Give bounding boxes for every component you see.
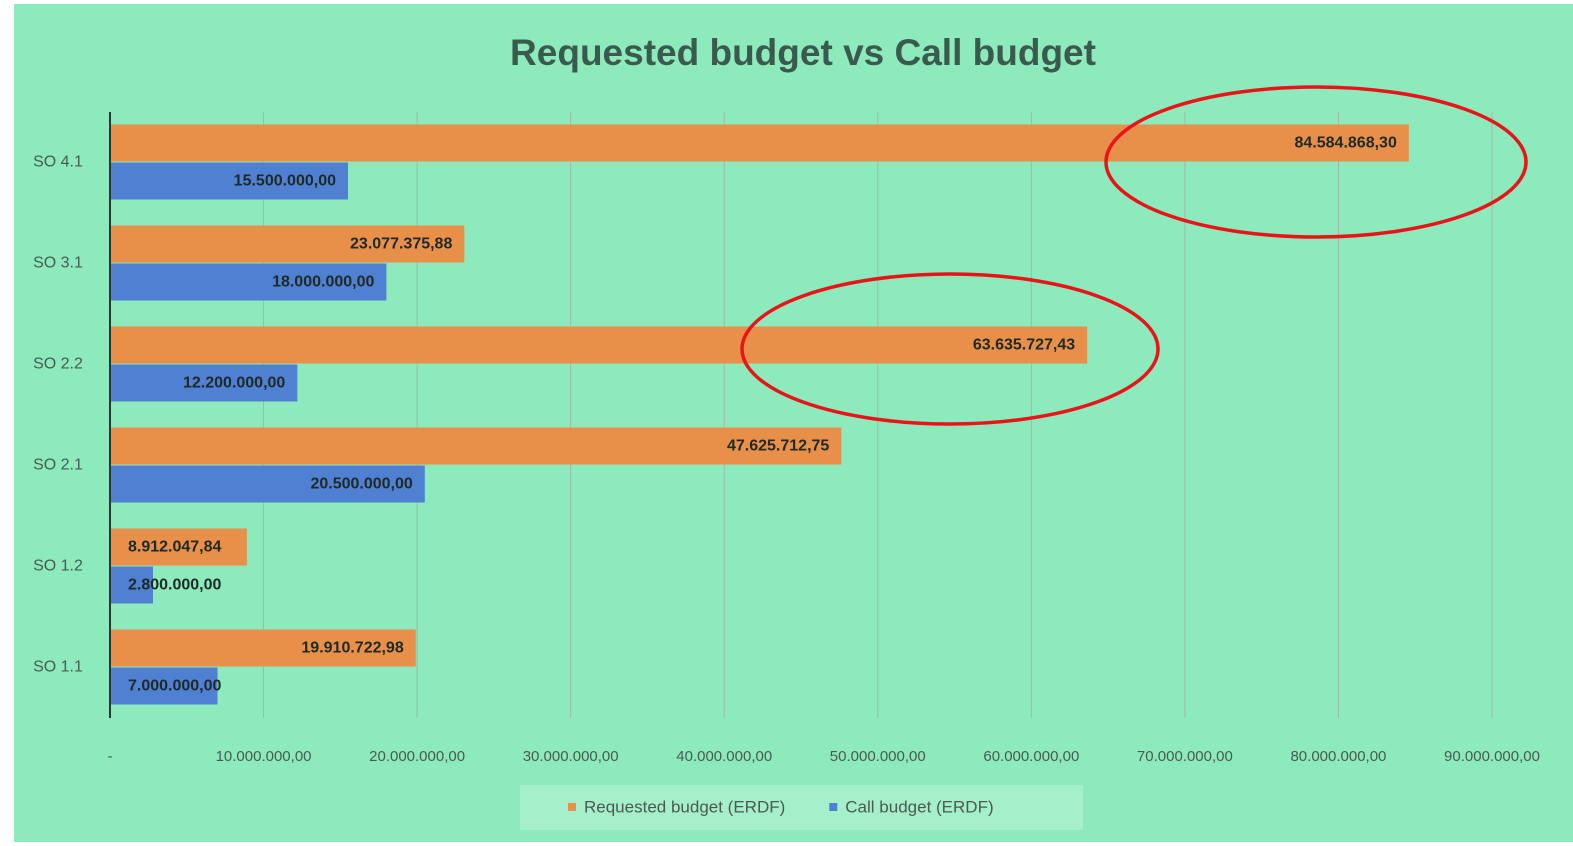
bar [110, 162, 349, 200]
category-label: SO 1.1 [33, 659, 83, 676]
bar [110, 528, 247, 566]
bar [110, 263, 387, 301]
data-label: 15.500.000,00 [234, 173, 336, 190]
data-label: 18.000.000,00 [272, 274, 374, 291]
x-tick-label: 80.000.000,00 [1290, 748, 1386, 765]
legend-label: Call budget (ERDF) [845, 797, 993, 816]
bar [110, 566, 153, 604]
x-tick-label: 70.000.000,00 [1137, 748, 1233, 765]
data-label: 7.000.000,00 [128, 678, 222, 695]
x-tick-label: 20.000.000,00 [369, 748, 465, 765]
category-label: SO 2.1 [33, 457, 83, 474]
category-label: SO 1.2 [33, 558, 83, 575]
bar [110, 629, 416, 667]
data-label: 12.200.000,00 [183, 375, 285, 392]
x-tick-label: 30.000.000,00 [523, 748, 619, 765]
x-tick-label: 50.000.000,00 [830, 748, 926, 765]
bar [110, 667, 218, 705]
category-label: SO 2.2 [33, 356, 83, 373]
x-tick-label: 60.000.000,00 [983, 748, 1079, 765]
highlight-ellipse [1104, 85, 1528, 239]
x-tick-label: - [108, 748, 113, 765]
data-label: 20.500.000,00 [310, 476, 412, 493]
bar [110, 427, 842, 465]
bar [110, 465, 425, 503]
highlight-ellipse [740, 272, 1160, 426]
legend-label: Requested budget (ERDF) [584, 797, 785, 816]
data-label: 63.635.727,43 [973, 337, 1075, 354]
category-label: SO 4.1 [33, 154, 83, 171]
data-label: 19.910.722,98 [301, 640, 403, 657]
data-label: 8.912.047,84 [128, 539, 222, 556]
category-label: SO 3.1 [33, 255, 83, 272]
legend-swatch [568, 803, 576, 811]
data-label: 84.584.868,30 [1295, 135, 1397, 152]
legend-swatch [829, 803, 838, 811]
x-tick-label: 90.000.000,00 [1444, 748, 1540, 765]
data-label: 2.800.000,00 [128, 577, 222, 594]
bar [110, 364, 298, 402]
x-tick-label: 40.000.000,00 [676, 748, 772, 765]
legend-box [520, 785, 1083, 830]
chart-title: Requested budget vs Call budget [510, 32, 1096, 73]
bar [110, 326, 1088, 364]
x-tick-label: 10.000.000,00 [216, 748, 312, 765]
bar [110, 124, 1409, 162]
data-label: 23.077.375,88 [350, 236, 452, 253]
data-label: 47.625.712,75 [727, 438, 829, 455]
bar [110, 225, 465, 263]
